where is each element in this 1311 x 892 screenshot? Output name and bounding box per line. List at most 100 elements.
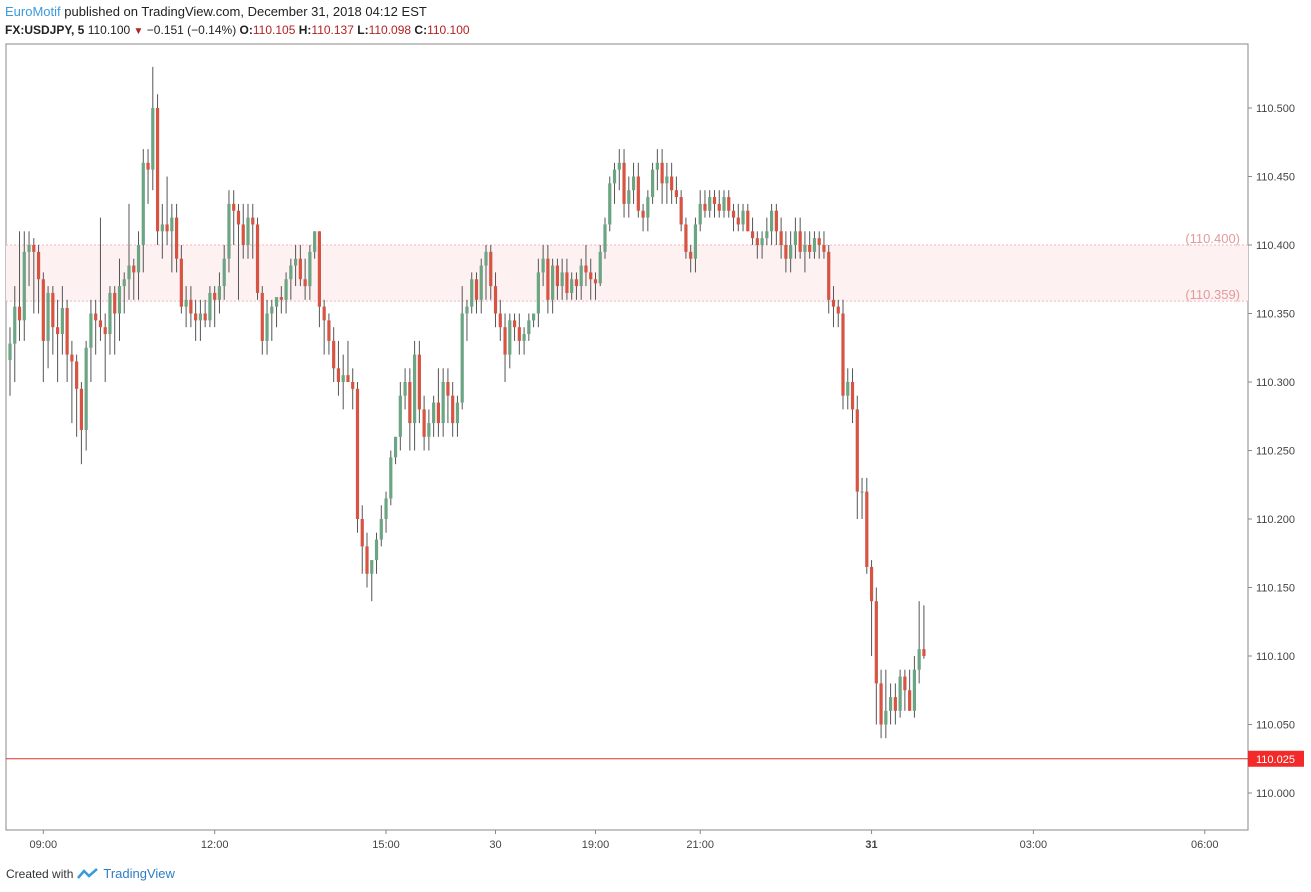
candle-body [484,251,488,266]
candle-body [246,217,250,245]
candle-body [355,388,360,519]
candle-body [874,601,878,684]
candle-body [65,308,69,355]
candle-body [393,436,398,458]
candle-body [831,299,836,307]
candle-body [294,258,298,266]
candle-body [155,108,160,232]
candle-body [322,306,326,321]
candle-body [489,251,493,287]
candle-body [251,217,255,225]
high-label: H: [298,23,312,37]
candle-body [746,210,750,232]
close-value: 110.100 [427,23,470,37]
symbol-label[interactable]: FX:USDJPY, 5 [5,23,85,37]
open-label: O: [239,23,253,37]
candle-body [274,297,279,307]
y-tick-label: 110.500 [1256,103,1295,115]
candle-body [617,162,621,170]
y-tick-label: 110.300 [1256,377,1295,389]
candle-body [260,292,264,341]
candle-body [51,292,55,328]
candle-body [222,258,226,287]
candle-body [760,238,764,245]
candle-body [584,265,588,273]
candle-body [546,258,550,300]
candle-body [455,402,460,424]
candle-body [784,245,788,259]
candle-body [417,354,421,410]
candle-body [779,231,783,245]
y-tick-label: 110.450 [1256,172,1295,184]
candle-body [213,292,217,300]
candle-body [655,162,659,170]
x-tick-label: 12:00 [201,839,229,851]
candle-body [641,210,645,218]
candle-body [165,224,169,232]
candle-body [98,320,103,328]
candle-body [608,183,612,225]
open-value: 110.105 [252,23,296,37]
candle-body [532,313,536,321]
candle-body [89,313,93,348]
candle-body [884,710,888,725]
candle-body [689,251,693,259]
candle-body [812,238,817,252]
down-arrow-icon: ▼ [133,26,144,37]
candle-body [374,539,379,561]
candle-body [598,251,602,284]
candle-body [522,334,526,341]
y-tick-label: 110.250 [1256,446,1295,458]
candle-body [465,306,469,314]
candle-body [631,176,636,191]
candle-body [827,251,831,300]
candle-body [570,279,574,293]
current-price-badge [1248,750,1304,767]
candle-body [508,320,512,355]
candle-body [56,327,60,335]
candle-body [503,327,507,355]
price-change: −0.151 (−0.14%) [146,23,237,37]
candle-body [679,197,683,225]
candle-body [289,265,293,280]
candle-body [651,169,655,198]
candle-body [336,368,341,382]
candle-body [175,217,179,259]
candle-body [755,238,759,245]
candle-body [279,297,283,300]
candle-body [898,676,902,711]
x-tick-label: 21:00 [686,839,714,851]
candle-body [589,272,593,280]
candle-body [903,676,907,691]
candle-body [236,210,241,225]
resistance-zone[interactable] [6,245,1248,302]
zone-bottom-label: (110.359) [1185,287,1240,302]
candle-body [398,395,402,437]
tradingview-brand[interactable]: TradingView [103,866,175,881]
candle-body [551,265,555,300]
candle-body [284,279,288,300]
candle-body [770,210,774,232]
candle-body [517,327,521,341]
candle-body [665,176,669,184]
close-label: C: [414,23,428,37]
candle-body [846,382,850,396]
ohlc-line: FX:USDJPY, 5 110.100 ▼ −0.151 (−0.14%) O… [5,22,470,40]
x-tick-label: 31 [865,839,877,851]
candle-body [346,375,350,382]
plot-area[interactable] [5,43,1249,831]
candle-body [136,245,141,273]
author-link[interactable]: EuroMotif [5,4,61,19]
candle-body [232,203,236,211]
candle-body [427,423,431,437]
candle-body [75,361,79,389]
candle-body [674,190,678,198]
x-tick-label: 03:00 [1020,839,1048,851]
candle-body [627,190,631,204]
candle-body [560,272,564,287]
candle-body [741,210,745,225]
candle-body [132,265,136,273]
x-tick-label: 15:00 [372,839,400,851]
candle-body [879,683,883,725]
